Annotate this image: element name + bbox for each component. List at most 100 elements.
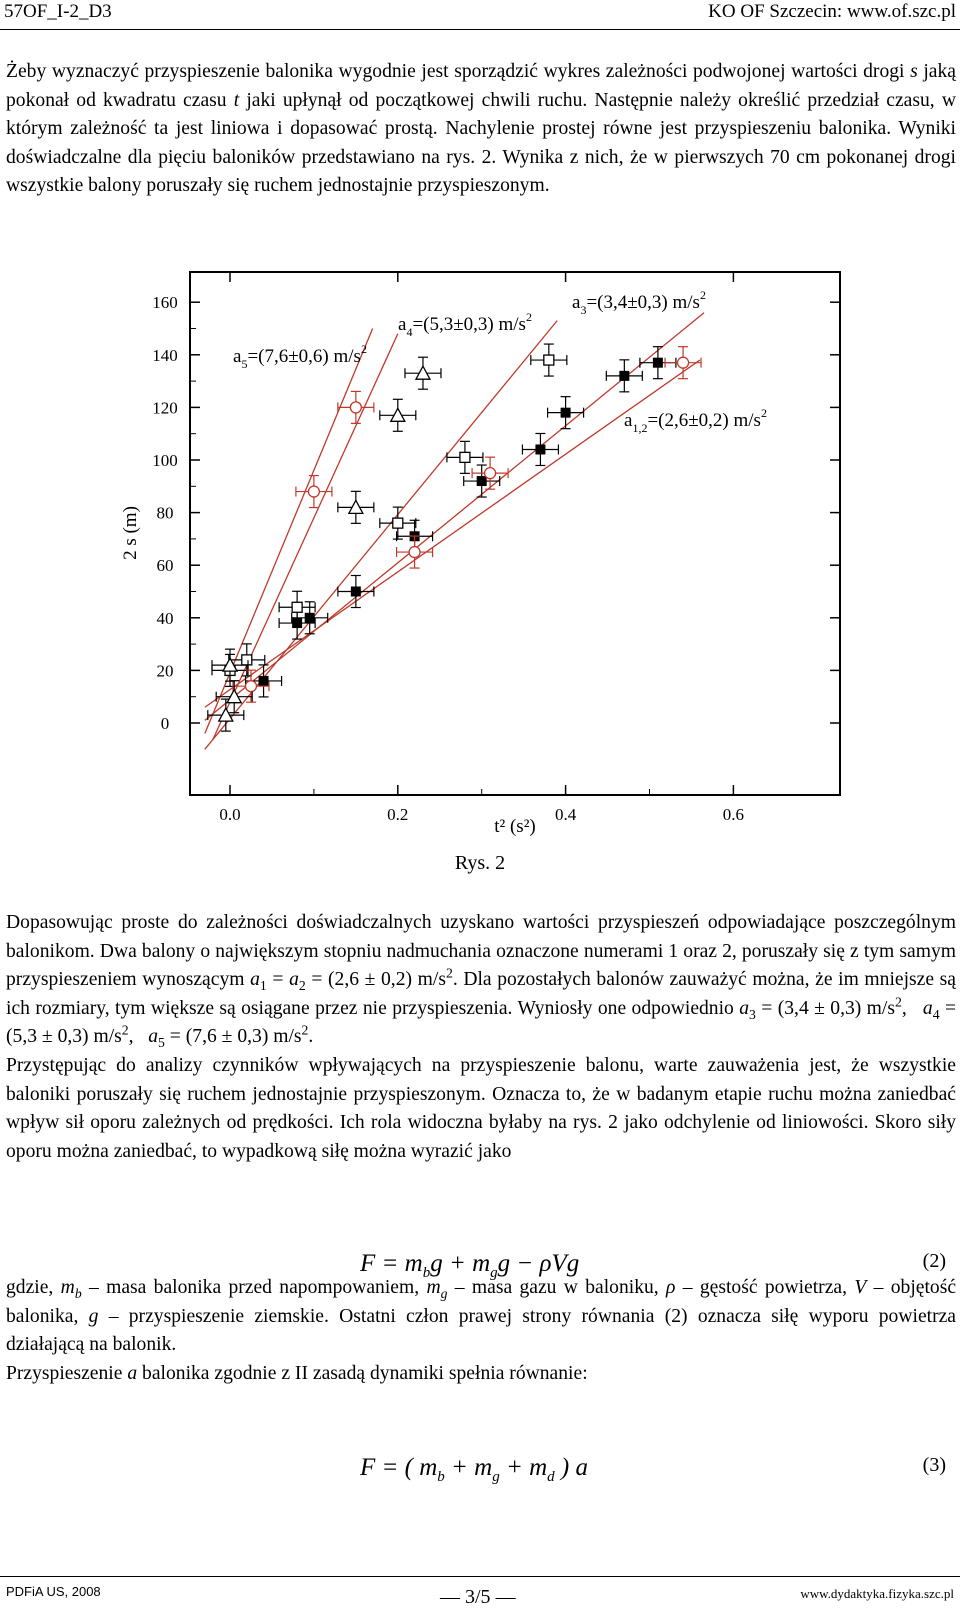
var-a2-sub: 2 — [298, 978, 306, 994]
eq-sign: = — [266, 969, 290, 991]
annotation-sup: 2 — [361, 342, 367, 356]
marker-open-triangle — [217, 706, 234, 722]
annotation-value: =(3,4±0,3) m/s — [586, 292, 700, 313]
var-a4-sub: 4 — [932, 1006, 940, 1022]
data-point-open-triangle — [207, 698, 245, 732]
data-point-open-square — [278, 590, 316, 624]
marker-open-square — [241, 654, 253, 666]
fit-line-5 — [204, 359, 701, 708]
marker-open-square — [392, 517, 404, 529]
annotation-value: =(2,6±0,2) m/s — [647, 410, 761, 431]
x-tick-label: 0.4 — [555, 805, 577, 824]
footer-right: www.dydaktyka.fizyka.szc.pl — [800, 1586, 954, 1601]
data-point-open-triangle — [337, 490, 375, 524]
def-mg-sub: g — [440, 1285, 448, 1301]
var-a5: a — [148, 1026, 159, 1048]
data-point-open-triangle — [404, 356, 442, 390]
definitions-paragraph: gdzie, mb – masa balonika przed napompow… — [6, 1274, 956, 1388]
equation-2-number: (2) — [922, 1250, 946, 1272]
a12-value: = (2,6 ± 0,2) m/s — [305, 969, 446, 991]
acc-text-b: balonika zgodnie z II zasadą dynamiki sp… — [137, 1362, 588, 1384]
fit-line-3 — [204, 320, 558, 750]
annotation-sup: 2 — [526, 310, 532, 324]
page-header: 57OF_I-2_D3 KO OF Szczecin: www.of.szc.p… — [0, 0, 960, 30]
intro-text-1: Żeby wyznaczyć przyspieszenie balonika w… — [6, 61, 911, 82]
figure-caption: Rys. 2 — [454, 852, 506, 874]
var-a1-sub: 1 — [259, 978, 267, 994]
data-point-filled-square — [605, 359, 643, 393]
def-text-e: – objętość balonika, — [6, 1277, 957, 1327]
annotation-base: a — [572, 292, 581, 313]
def-text-c: – masa gazu w baloniku, — [447, 1277, 667, 1298]
data-point-filled-square — [337, 574, 375, 609]
data-points — [207, 343, 702, 732]
def-mb-sub: b — [74, 1285, 82, 1301]
a4-value: = (5,3 ± 0,3) m/s — [6, 997, 957, 1048]
annotation-sub: 3 — [580, 303, 586, 317]
body-text-1: Dopasowując proste do zależności doświad… — [6, 912, 956, 991]
marker-open-triangle — [221, 656, 239, 672]
marker-filled-square — [560, 407, 571, 418]
marker-open-circle — [408, 545, 421, 559]
data-point-open-square — [446, 440, 484, 474]
annotation-sub: 5 — [241, 357, 247, 371]
marker-open-triangle — [226, 688, 243, 704]
data-point-open-triangle — [379, 398, 417, 432]
y-tick-label: 80 — [157, 504, 174, 523]
x-tick-label: 0.2 — [387, 805, 408, 824]
footer-rule — [0, 1576, 960, 1577]
marker-filled-square — [652, 357, 663, 368]
marker-open-triangle — [414, 364, 432, 380]
figure-chart: 0 20 40 60 80 100 120 140 160 0.0 0.2 0.4 0.6 t² (s²… — [120, 271, 841, 837]
plot-frame — [189, 271, 841, 796]
marker-open-circle — [483, 466, 497, 480]
marker-open-circle — [349, 401, 363, 414]
data-point-open-square — [379, 506, 417, 540]
var-a4: a — [922, 997, 933, 1019]
y-tick-label: 160 — [152, 293, 178, 312]
equation-3-body: F = ( mb + mg + md ) a — [360, 1454, 588, 1485]
header-left: 57OF_I-2_D3 — [4, 1, 112, 22]
header-right: KO OF Szczecin: www.of.szc.pl — [708, 1, 956, 22]
intro-text-2: jaką pokonał od kwadratu czasu — [6, 61, 956, 111]
data-point-filled-square — [521, 432, 560, 467]
header-rule — [0, 29, 960, 30]
def-mg: m — [426, 1277, 441, 1298]
marker-open-circle — [676, 356, 690, 369]
marker-filled-square — [619, 370, 630, 381]
annotation-sub: 1,2 — [632, 421, 647, 435]
marker-open-circle — [244, 680, 258, 693]
annotation-sub: 4 — [406, 325, 412, 339]
annotation-base: a — [398, 314, 407, 335]
annotation-base: a — [624, 410, 633, 431]
fit-annotation-1: a5=(7,6±0,6) m/s2 — [233, 342, 367, 371]
y-tick-label: 100 — [152, 451, 178, 470]
y-tick-label: 60 — [157, 556, 174, 575]
marker-open-square — [291, 601, 303, 613]
def-V: V — [854, 1277, 867, 1298]
data-point-open-circle — [395, 535, 434, 569]
equation-3-number: (3) — [922, 1454, 946, 1476]
def-text-f: – przyspieszenie ziemskie. Ostatni człon… — [6, 1305, 956, 1356]
data-point-open-circle — [471, 456, 509, 490]
fit-line-2 — [212, 333, 399, 740]
y-tick-label: 40 — [157, 609, 174, 628]
intro-text-3: jaki upłynął od początkowej chwili ruchu… — [6, 89, 956, 197]
data-point-open-circle — [295, 474, 333, 509]
marker-open-square — [459, 451, 471, 464]
footer-page-number: — 3/5 — — [440, 1586, 516, 1608]
equation-2-body: F = mbg + mgg − ρVg — [360, 1250, 580, 1281]
def-mb: m — [60, 1277, 75, 1298]
intro-var-t: t — [233, 89, 240, 111]
marker-open-circle — [307, 485, 321, 498]
intro-paragraph: Żeby wyznaczyć przyspieszenie balonika w… — [6, 58, 956, 201]
marker-filled-square — [304, 612, 315, 623]
y-tick-label: 0 — [161, 714, 170, 733]
var-a5-sub: 5 — [158, 1035, 165, 1051]
annotation-value: =(5,3±0,3) m/s — [412, 314, 526, 335]
a5-value: = (7,6 ± 0,3) m/s — [164, 1026, 302, 1048]
fit-annotation-2: a4=(5,3±0,3) m/s2 — [398, 310, 532, 339]
body-text-2: Przystępując do analizy czynników wpływa… — [6, 1054, 956, 1162]
acc-text-a: Przyspieszenie — [6, 1362, 128, 1384]
